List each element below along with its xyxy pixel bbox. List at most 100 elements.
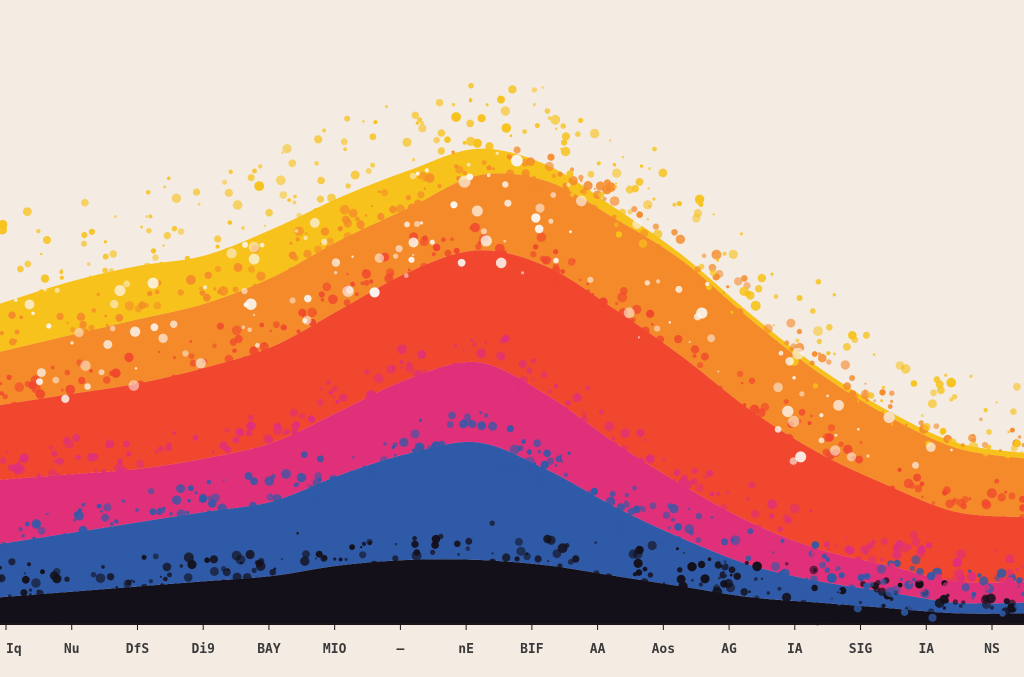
speck (468, 98, 473, 103)
speck (475, 243, 482, 250)
speck (553, 383, 559, 389)
speck (953, 499, 956, 503)
speck (642, 566, 648, 572)
speck (117, 458, 123, 465)
speck (692, 354, 697, 358)
speck (636, 211, 643, 218)
speck-light (134, 367, 138, 370)
speck (757, 273, 767, 283)
speck (960, 443, 965, 448)
speck (465, 537, 473, 545)
speck (155, 289, 160, 295)
speck (521, 439, 526, 445)
speck (674, 523, 682, 531)
speck (582, 415, 587, 420)
speck (320, 493, 327, 501)
speck (652, 223, 660, 230)
speck (444, 249, 452, 257)
speck (1021, 442, 1024, 448)
speck (543, 449, 551, 458)
speck (122, 440, 130, 448)
speck (531, 358, 536, 364)
speck-light (644, 280, 650, 286)
speck (500, 355, 506, 361)
speck (38, 289, 45, 296)
speck-light (70, 341, 74, 345)
speck (224, 354, 234, 364)
speck (398, 221, 403, 226)
speck (411, 111, 419, 120)
speck (102, 267, 108, 274)
speck (283, 326, 287, 330)
speck (643, 438, 647, 442)
speck (36, 589, 44, 597)
speck (912, 597, 920, 605)
speck (332, 386, 338, 392)
speck (0, 225, 8, 235)
speck (578, 174, 584, 181)
speck-light (52, 376, 60, 384)
speck (716, 258, 720, 262)
speck (300, 556, 310, 566)
speck (532, 377, 535, 381)
speck (930, 389, 937, 397)
speck (901, 366, 905, 369)
speck (537, 475, 548, 485)
speck (673, 469, 681, 477)
speck (312, 478, 321, 488)
speck (909, 565, 915, 571)
speck (419, 120, 424, 125)
speck (652, 146, 657, 152)
speck (85, 339, 90, 344)
speck (412, 158, 416, 162)
speck (590, 488, 598, 496)
x-tick-label: Di9 (191, 642, 214, 657)
speck (378, 190, 381, 194)
speck (393, 224, 396, 228)
speck (974, 517, 981, 523)
speck (36, 352, 46, 362)
speck (651, 323, 654, 326)
speck (834, 568, 838, 572)
speck (728, 249, 738, 259)
speck (124, 301, 135, 311)
speck (78, 392, 87, 400)
speck-light (857, 427, 860, 431)
speck (326, 380, 331, 385)
speck-light (819, 413, 824, 418)
speck (235, 427, 244, 437)
speck (928, 613, 937, 622)
speck (809, 509, 813, 513)
speck (959, 604, 963, 608)
speck (203, 293, 211, 302)
speck (934, 573, 938, 577)
speck (366, 538, 373, 546)
speck (931, 501, 936, 505)
speck (187, 499, 191, 503)
speck (851, 393, 858, 400)
speck (314, 135, 323, 144)
speck (397, 344, 407, 355)
speck (275, 175, 286, 186)
speck (204, 557, 210, 563)
speck (573, 294, 578, 299)
speck (251, 567, 257, 574)
speck (933, 423, 940, 430)
speck (916, 549, 925, 558)
speck (544, 108, 551, 114)
speck (491, 369, 497, 375)
speck (348, 208, 358, 218)
speck (624, 492, 629, 498)
speck-light (705, 281, 710, 287)
speck (900, 364, 911, 374)
speck (56, 473, 61, 477)
speck (697, 292, 703, 298)
speck (495, 266, 505, 276)
speck (252, 283, 259, 290)
speck (282, 431, 287, 435)
speck (533, 439, 541, 448)
speck (532, 175, 536, 180)
speck-light (414, 221, 421, 227)
speck (472, 179, 480, 186)
speck (560, 123, 566, 129)
